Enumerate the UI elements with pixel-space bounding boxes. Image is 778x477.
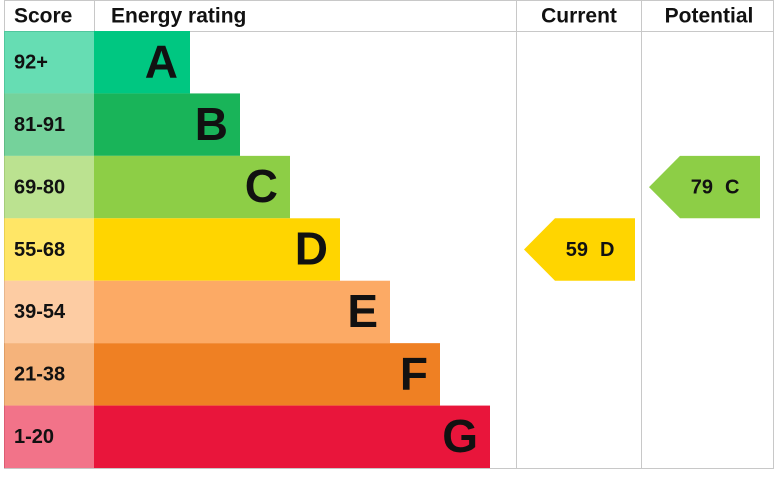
score-cell bbox=[4, 405, 94, 469]
rating-bar bbox=[94, 93, 240, 156]
rating-letter: F bbox=[400, 348, 428, 400]
header-score: Score bbox=[14, 5, 72, 28]
rating-bar bbox=[94, 280, 390, 344]
rating-letter: E bbox=[347, 285, 378, 337]
header-current: Current bbox=[541, 5, 617, 28]
potential-value: 79 bbox=[691, 176, 713, 198]
score-label: 69-80 bbox=[14, 176, 65, 198]
rating-bar bbox=[94, 155, 290, 219]
score-cell bbox=[4, 93, 94, 156]
score-label: 81-91 bbox=[14, 114, 65, 136]
score-cell bbox=[4, 343, 94, 406]
rating-letter: G bbox=[442, 410, 478, 462]
score-label: 92+ bbox=[14, 51, 48, 73]
rating-letter: B bbox=[195, 98, 228, 150]
score-cell bbox=[4, 218, 94, 281]
rating-letter: A bbox=[145, 35, 178, 87]
score-label: 1-20 bbox=[14, 426, 54, 448]
rating-bar bbox=[94, 218, 340, 281]
score-label: 21-38 bbox=[14, 364, 65, 386]
potential-arrow bbox=[649, 155, 760, 219]
score-cell bbox=[4, 155, 94, 219]
current-letter: D bbox=[600, 239, 614, 261]
rating-letter: D bbox=[295, 223, 328, 275]
score-cell bbox=[4, 280, 94, 344]
rating-letter: C bbox=[245, 160, 278, 212]
rating-bar bbox=[94, 343, 440, 406]
score-label: 55-68 bbox=[14, 239, 65, 261]
header-rating: Energy rating bbox=[111, 5, 246, 28]
current-value: 59 bbox=[566, 239, 588, 261]
rating-bar bbox=[94, 405, 490, 469]
current-arrow bbox=[524, 218, 635, 281]
rating-bar bbox=[94, 31, 190, 94]
score-cell bbox=[4, 31, 94, 94]
header-potential: Potential bbox=[665, 5, 754, 28]
score-label: 39-54 bbox=[14, 301, 66, 323]
potential-letter: C bbox=[725, 176, 739, 198]
